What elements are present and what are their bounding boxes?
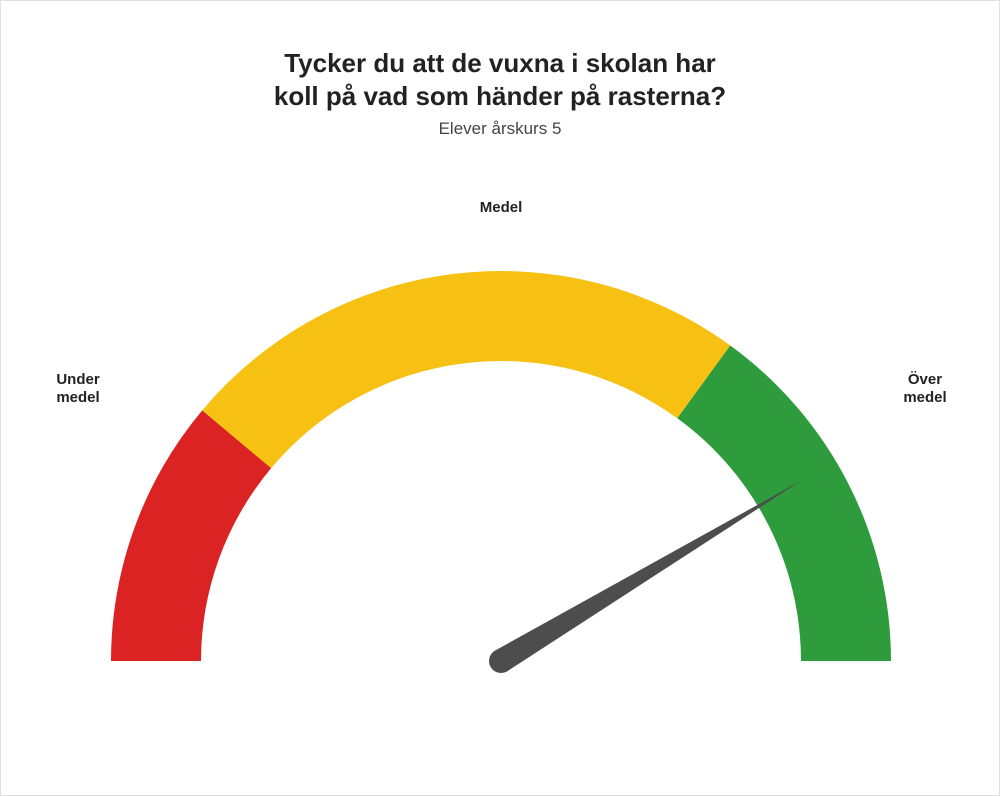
gauge-needle — [495, 481, 801, 672]
gauge-segment — [202, 271, 730, 468]
gauge-segment — [677, 345, 891, 661]
gauge-needle-hub — [489, 649, 513, 673]
gauge-chart-frame: Tycker du att de vuxna i skolan har koll… — [0, 0, 1000, 796]
gauge-svg — [1, 1, 1000, 797]
